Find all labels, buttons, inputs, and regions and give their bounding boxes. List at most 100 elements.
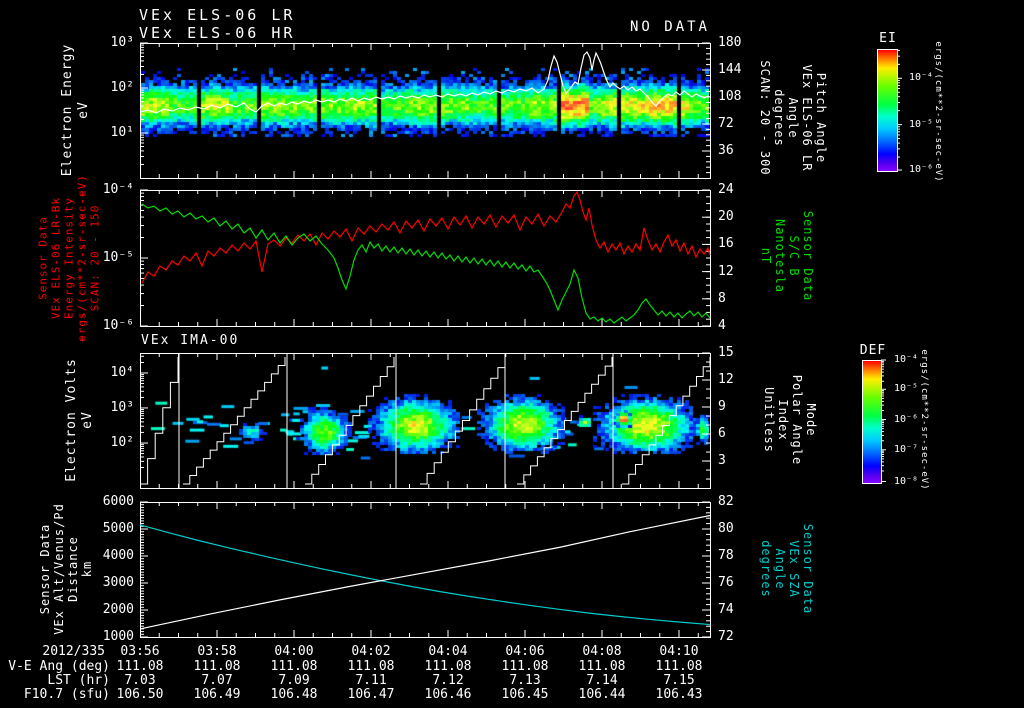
axis-title-pitch-angle: Pitch Angle VEx ELS-06 LR Angle degrees … (758, 60, 828, 176)
colorbar-tick-ei: 10⁻⁶ (909, 164, 934, 176)
footer-cell: 106.49 (193, 687, 241, 702)
xtick-time-label: 04:04 (428, 644, 468, 659)
footer-cell: 111.08 (193, 659, 241, 674)
axis-title-electron-volts: Electron Volts eV (64, 358, 95, 482)
ytick-left-p4: 2000 (102, 602, 134, 617)
footer-cell: 106.44 (578, 687, 626, 702)
ytick-left-p4: 6000 (102, 494, 134, 509)
ytick-right-p1: 72 (718, 116, 734, 131)
xtick-time-label: 03:58 (197, 644, 237, 659)
footer-cell: 111.08 (424, 659, 472, 674)
xtick-time-label: 04:08 (582, 644, 622, 659)
colorbar-def (862, 360, 882, 484)
ytick-right-p3: 3 (718, 453, 726, 468)
footer-cell: 7.12 (432, 673, 464, 688)
axis-title-els-intensity: Sensor Data VEx ELS-06 LR-Bk Energy Inte… (36, 174, 102, 342)
colorbar-tick-def: 10⁻⁶ (894, 413, 919, 425)
ytick-right-p4: 80 (718, 521, 734, 536)
footer-cell: 106.50 (116, 687, 164, 702)
ytick-left-p4: 5000 (102, 521, 134, 536)
ytick-right-p2: 4 (718, 318, 726, 333)
xtick-time-label: 04:10 (659, 644, 699, 659)
colorbar-ei (877, 49, 898, 172)
panel4-series-0 (139, 524, 711, 626)
ytick-left-p1: 10¹ (110, 125, 134, 140)
footer-cell: 106.45 (501, 687, 549, 702)
ytick-left-p2: 10⁻⁴ (102, 182, 134, 197)
footer-cell: 106.46 (424, 687, 472, 702)
ytick-left-p1: 10² (110, 79, 134, 95)
axis-title-electron-energy: Electron Energy eV (60, 43, 91, 177)
ytick-right-p3: 6 (718, 426, 726, 441)
ytick-left-p4: 1000 (102, 629, 134, 644)
ytick-right-p3: 9 (718, 399, 726, 414)
ima-spectrogram-canvas (141, 354, 709, 488)
colorbar-tick-def: 10⁻⁴ (894, 354, 919, 365)
ytick-right-p3: 12 (718, 372, 734, 387)
panel4-series-1 (139, 514, 711, 630)
colorbar-tick-def: 10⁻⁵ (894, 383, 919, 395)
footer-cell: 111.08 (270, 659, 318, 674)
footer-cell: 7.03 (124, 673, 156, 688)
colorbar-ei-units: ergs/(cm**2-sr-sec-eV) (933, 41, 943, 183)
footer-cell: 7.15 (663, 673, 695, 688)
footer-cell: 111.08 (347, 659, 395, 674)
ytick-right-p2: 16 (718, 236, 734, 252)
axis-title-mode-polar-angle: Mode Polar Angle Index Unitless (762, 374, 818, 466)
xtick-time-label: 04:02 (351, 644, 391, 659)
colorbar-tick-ei: 10⁻⁴ (909, 72, 934, 84)
colorbar-tick-ei: 10⁻⁵ (909, 118, 934, 130)
footer-row-label: F10.7 (sfu) (23, 687, 110, 702)
ytick-left-p3: 10² (110, 435, 134, 451)
footer-cell: 7.09 (278, 673, 310, 688)
colorbar-def-title: DEF (859, 343, 887, 358)
colorbar-ei-title: EI (879, 31, 897, 46)
footer-date-label: 2012/335 (42, 644, 105, 659)
footer-cell: 106.47 (347, 687, 395, 702)
panel2-series-1 (141, 203, 711, 324)
ytick-left-p2: 10⁻⁶ (102, 318, 134, 333)
footer-cell: 111.08 (578, 659, 626, 674)
ytick-right-p1: 180 (718, 35, 742, 50)
footer-cell: 7.11 (355, 673, 387, 688)
ytick-right-p4: 74 (718, 602, 734, 617)
ytick-right-p2: 12 (718, 263, 734, 279)
footer-cell: 111.08 (501, 659, 549, 674)
footer-row-label: V-E Ang (deg) (8, 659, 110, 674)
footer-cell: 111.08 (655, 659, 703, 674)
footer-cell: 106.48 (270, 687, 318, 702)
ytick-left-p1: 10³ (110, 35, 134, 50)
footer-cell: 7.14 (586, 673, 618, 688)
ytick-left-p4: 3000 (102, 575, 134, 590)
ytick-right-p4: 76 (718, 575, 734, 590)
title-ima: VEx IMA-00 (141, 333, 240, 348)
ytick-right-p1: 108 (718, 89, 742, 104)
ytick-right-p4: 72 (718, 629, 734, 644)
ytick-right-p4: 82 (718, 494, 734, 509)
no-data-flag: NO DATA (629, 19, 710, 35)
ytick-right-p1: 144 (718, 62, 742, 77)
ytick-left-p2: 10⁻⁵ (102, 250, 134, 265)
ytick-right-p3: 15 (718, 345, 734, 360)
axis-title-distance: Sensor Data VEx Alt/Venus/Pd Distance km (38, 503, 94, 635)
ytick-left-p4: 4000 (102, 548, 134, 563)
ytick-left-p3: 10⁴ (110, 364, 134, 380)
xtick-time-label: 04:06 (505, 644, 545, 659)
footer-row-label: LST (hr) (47, 673, 110, 688)
ytick-left-p3: 10³ (110, 399, 134, 415)
ytick-right-p2: 8 (718, 290, 726, 306)
title-els-lr: VEx ELS-06 LR (139, 6, 296, 24)
ytick-right-p2: 20 (718, 209, 734, 225)
ytick-right-p4: 78 (718, 548, 734, 563)
axis-title-sc-b: Sensor Data S/C B Nanotesla nT (759, 210, 815, 302)
footer-cell: 7.07 (201, 673, 233, 688)
title-els-hr: VEx ELS-06 HR (139, 24, 296, 42)
xtick-time-label: 04:00 (274, 644, 314, 659)
footer-cell: 106.43 (655, 687, 703, 702)
colorbar-def-units: ergs/(cm**2-sr-sec-eV) (919, 349, 929, 491)
footer-cell: 111.08 (116, 659, 164, 674)
colorbar-tick-def: 10⁻⁷ (894, 443, 919, 455)
footer-cell: 7.13 (509, 673, 541, 688)
xtick-time-label: 03:56 (120, 644, 160, 659)
